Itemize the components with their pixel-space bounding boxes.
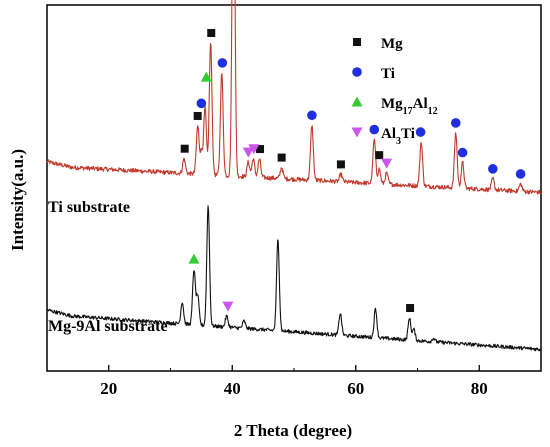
- y-axis-title: Intensity(a.u.): [8, 149, 27, 251]
- ti-phase-marker: [515, 169, 526, 179]
- marker-layer: [180, 28, 526, 313]
- legend-ti-label: Ti: [381, 66, 395, 82]
- legend-mg-label: Mg: [381, 36, 403, 52]
- al3ti-phase-marker: [381, 158, 393, 169]
- ti-phase-marker: [450, 118, 461, 128]
- ti-phase-marker: [457, 147, 468, 158]
- mg17al12-phase-marker: [188, 253, 200, 264]
- ti-substrate-label: Ti substrate: [48, 199, 130, 216]
- legend: Mg Ti Mg17Al12 Al3Ti: [351, 36, 438, 147]
- ti-phase-marker: [196, 98, 207, 109]
- x-tick-label: 20: [100, 379, 117, 398]
- series-line-0: [46, 0, 542, 195]
- legend-mg-marker: [353, 38, 361, 46]
- mg-phase-marker: [406, 304, 415, 313]
- mg17al12-phase-marker: [200, 71, 212, 82]
- mg-phase-marker: [207, 28, 216, 37]
- ti-phase-marker: [415, 127, 426, 137]
- x-axis-ticks: 20 40 60 80: [46, 365, 542, 398]
- x-axis-title: 2 Theta (degree): [234, 421, 352, 440]
- mg-phase-marker: [375, 151, 384, 160]
- mg-phase-marker: [277, 153, 286, 162]
- x-tick-label: 60: [347, 379, 364, 398]
- ti-phase-marker: [217, 58, 228, 68]
- ti-phase-marker: [307, 110, 317, 121]
- al3ti-phase-marker: [242, 147, 254, 158]
- mg-phase-marker: [336, 160, 345, 169]
- series-layer: [46, 0, 542, 352]
- legend-mg17al12-marker: [351, 96, 363, 107]
- ti-phase-marker: [488, 164, 498, 174]
- mg9al-substrate-label: Mg-9Al substrate: [48, 318, 168, 335]
- ti-phase-marker: [369, 124, 380, 135]
- al3ti-phase-marker: [222, 301, 234, 312]
- mg-phase-marker: [256, 145, 265, 154]
- x-tick-label: 40: [224, 379, 241, 398]
- series-line-1: [46, 205, 542, 352]
- legend-al3ti-label: Al3Ti: [381, 126, 415, 147]
- x-tick-label: 80: [471, 379, 488, 398]
- mg-phase-marker: [193, 111, 202, 120]
- legend-ti-marker: [352, 67, 362, 77]
- mg-phase-marker: [180, 144, 189, 153]
- legend-mg17al12-label: Mg17Al12: [381, 96, 438, 117]
- al3ti-phase-marker: [248, 144, 260, 155]
- legend-al3ti-marker: [351, 127, 363, 138]
